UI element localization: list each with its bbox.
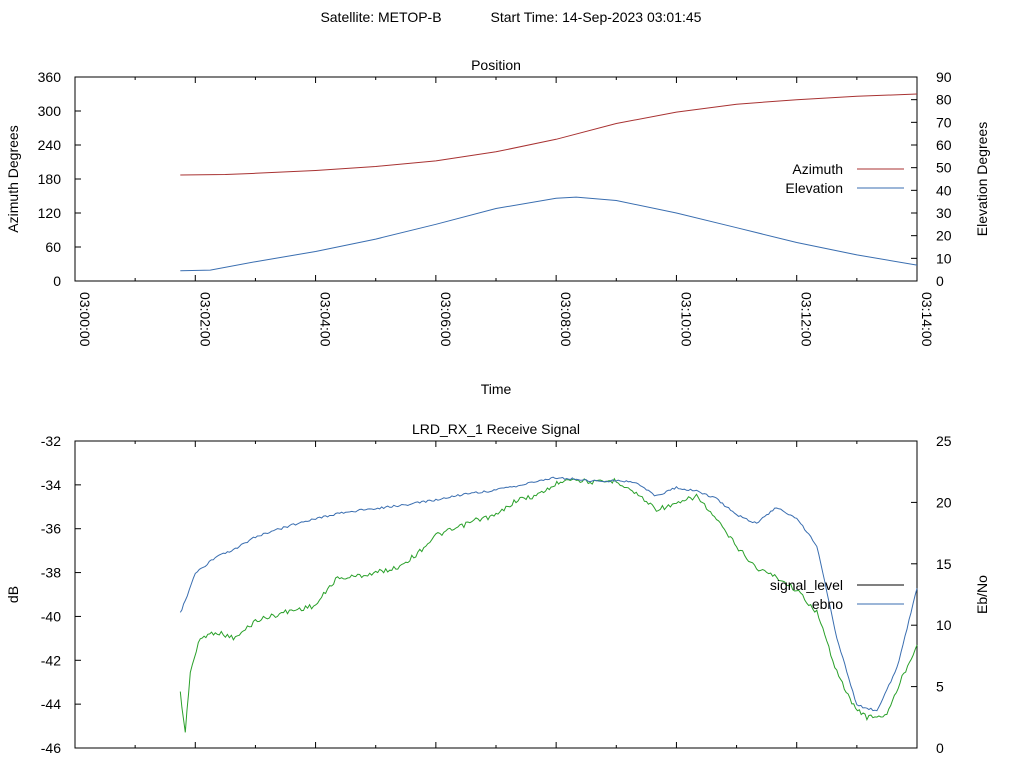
x-tick-label: 03:04:00: [318, 292, 334, 347]
y-tick-label: -32: [41, 433, 61, 449]
y-axis-label: dB: [5, 586, 21, 603]
y-tick-label: -34: [41, 477, 61, 493]
y-tick-label: 180: [38, 171, 62, 187]
receive-signal-chart: LRD_RX_1 Receive Signal -46 -44 -42 -40 -38 -3…: [5, 421, 990, 756]
y-axis-label: Azimuth Degrees: [5, 125, 21, 232]
x-tick-label: 03:14:00: [919, 292, 935, 347]
y-tick-label: -44: [41, 696, 61, 712]
y-tick-label: -36: [41, 521, 61, 537]
series-line-Azimuth: [180, 93, 918, 176]
y-tick-label: -46: [41, 740, 61, 756]
y2-tick-label: 40: [936, 182, 952, 198]
x-tick-label: 03:10:00: [678, 292, 694, 347]
legend-label-Azimuth: Azimuth: [792, 161, 843, 177]
y-tick-label: 0: [53, 273, 61, 289]
y-tick-label: 240: [38, 137, 62, 153]
y2-tick-label: 60: [936, 137, 952, 153]
y-tick-label: 120: [38, 205, 62, 221]
position-chart: Position 0 60 120 180 240 300 360 0 10 20 30 40 50 60 7…: [5, 57, 990, 397]
series-line-signal_level: [179, 477, 918, 733]
y2-tick-label: 0: [936, 740, 944, 756]
x-tick-label: 03:00:00: [77, 292, 93, 347]
y2-tick-label: 10: [936, 250, 952, 266]
plot-frame: [74, 76, 918, 282]
y2-tick-label: 50: [936, 160, 952, 176]
y2-tick-label: 0: [936, 273, 944, 289]
legend-label-ebno: ebno: [812, 596, 843, 612]
y2-tick-label: 10: [936, 617, 952, 633]
start-time-label: Start Time: 14-Sep-2023 03:01:45: [491, 9, 702, 25]
chart-title: LRD_RX_1 Receive Signal: [412, 421, 580, 437]
y2-tick-label: 90: [936, 69, 952, 85]
series-line-Elevation: [180, 196, 918, 272]
series-line-ebno: [179, 476, 918, 712]
y2-tick-label: 20: [936, 494, 952, 510]
y2-tick-label: 70: [936, 114, 952, 130]
chart-title: Position: [471, 57, 521, 73]
legend-label-Elevation: Elevation: [785, 180, 843, 196]
y-tick-label: 60: [45, 239, 61, 255]
legend-label-signal_level: signal_level: [770, 577, 843, 593]
x-tick-label: 03:08:00: [558, 292, 574, 347]
satellite-label: Satellite: METOP-B: [320, 9, 441, 25]
x-tick-label: 03:12:00: [799, 292, 815, 347]
y2-axis-label: Elevation Degrees: [974, 122, 990, 236]
x-axis-label: Time: [481, 381, 512, 397]
y-tick-label: 360: [38, 69, 62, 85]
y2-tick-label: 5: [936, 679, 944, 695]
y2-tick-label: 30: [936, 205, 952, 221]
y-tick-label: -40: [41, 608, 61, 624]
y-tick-label: 300: [38, 103, 62, 119]
y-tick-label: -38: [41, 565, 61, 581]
y2-tick-label: 20: [936, 228, 952, 244]
y2-tick-label: 25: [936, 433, 952, 449]
y2-axis-label: Eb/No: [974, 575, 990, 614]
y-tick-label: -42: [41, 652, 61, 668]
x-tick-label: 03:06:00: [438, 292, 454, 347]
y2-tick-label: 80: [936, 92, 952, 108]
y2-tick-label: 15: [936, 556, 952, 572]
x-tick-label: 03:02:00: [197, 292, 213, 347]
plot-frame: [74, 440, 918, 749]
